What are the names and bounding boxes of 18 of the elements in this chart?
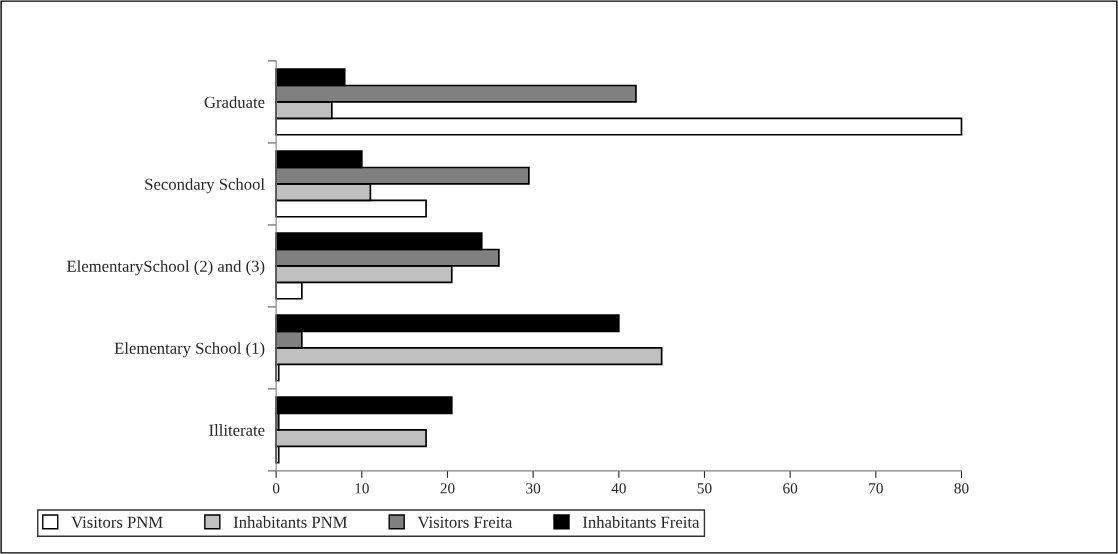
x-tick-label: 80	[954, 483, 969, 494]
y-tick-label: Secondary School	[145, 178, 265, 194]
legend-label: Inhabitants PNM	[233, 516, 348, 528]
y-tick-label: Elementary School (1)	[114, 342, 265, 358]
x-tick-label: 0	[272, 483, 280, 494]
x-tick-label: 40	[611, 483, 626, 494]
x-tick-label: 10	[355, 483, 369, 494]
y-tick-label: Illiterate	[209, 424, 265, 436]
y-tick-label: ElementarySchool (2) and (3)	[66, 260, 265, 276]
x-tick-label: 20	[440, 483, 455, 494]
legend-label: Visitors Freita	[417, 516, 513, 528]
x-tick-label: 30	[526, 483, 541, 494]
legend-label: Inhabitants Freita	[582, 516, 700, 528]
x-tick-label: 60	[783, 483, 798, 494]
y-tick-label: Graduate	[204, 96, 265, 108]
x-tick-label: 70	[869, 483, 883, 494]
x-tick-label: 50	[697, 483, 712, 494]
legend-label: Visitors PNM	[71, 516, 163, 528]
